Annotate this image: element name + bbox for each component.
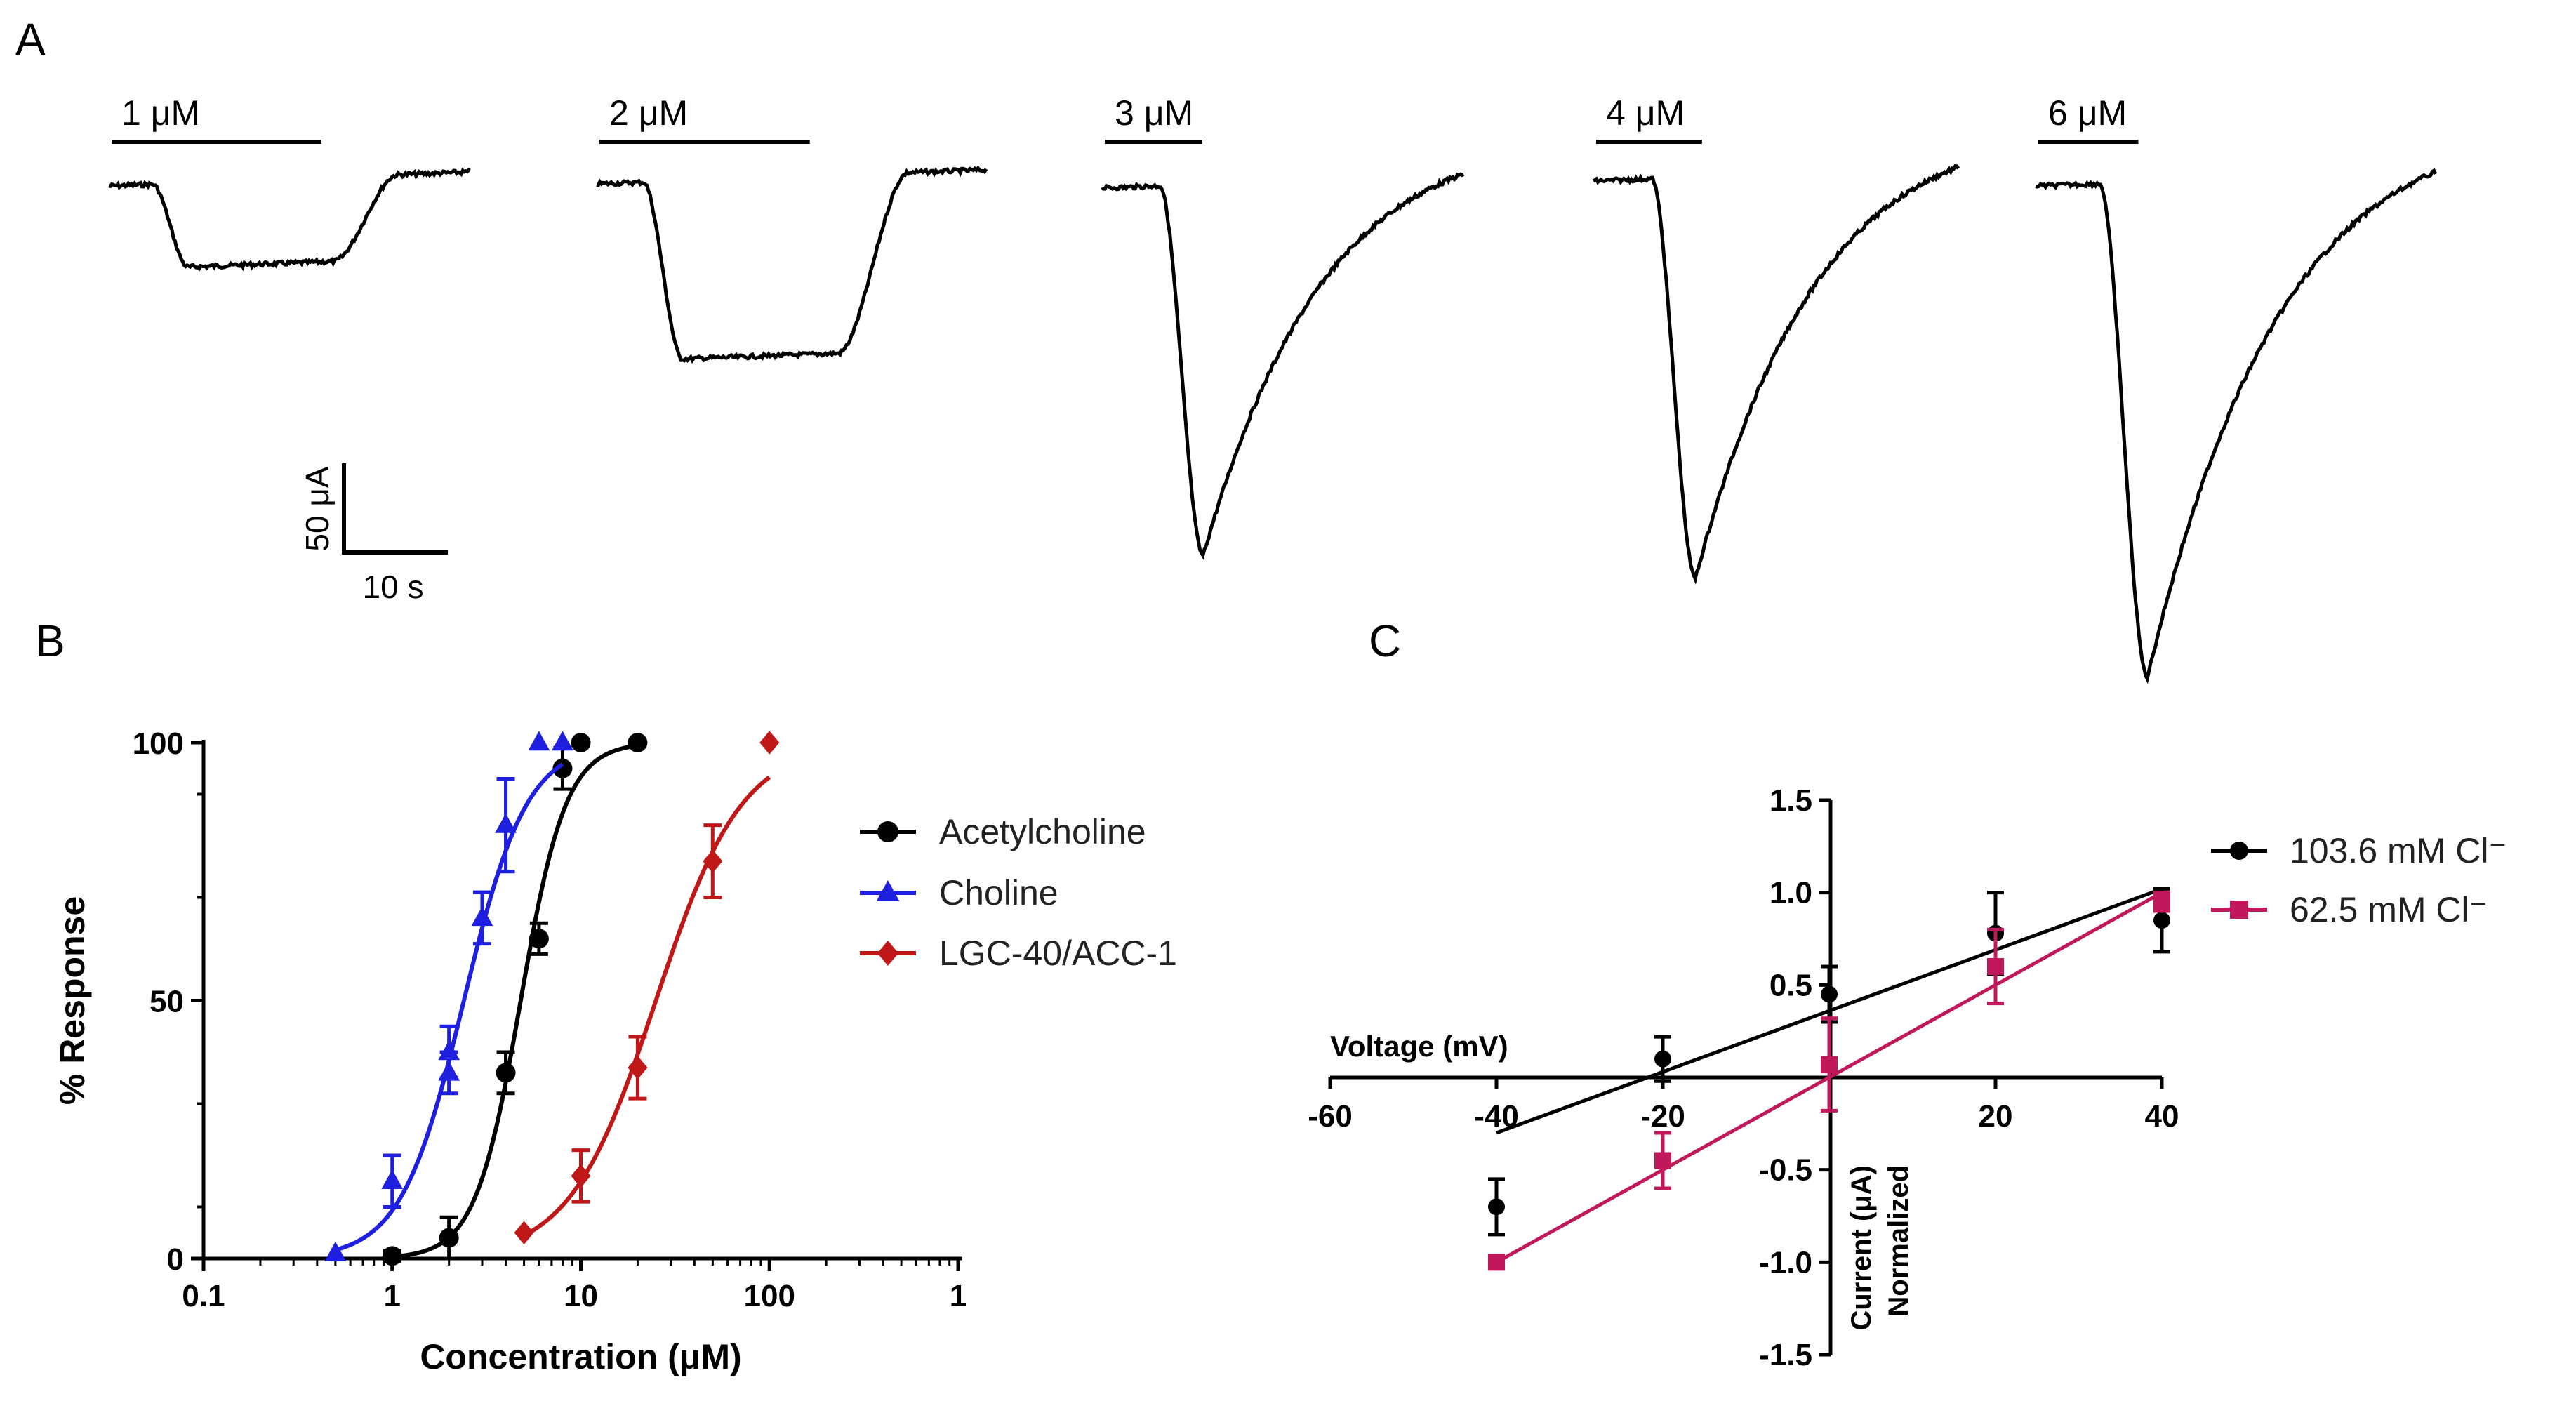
current-trace — [1101, 172, 1465, 560]
c-y-axis-label: Current (μA) — [1846, 1165, 1877, 1331]
legend-marker — [2230, 901, 2248, 919]
panel-label-c: C — [1369, 616, 1401, 666]
trace-concentration-label: 4 μM — [1606, 93, 1685, 133]
scale-bar-time-label: 10 s — [363, 569, 424, 605]
b-x-tick-label: 100 — [744, 1279, 795, 1313]
trace-concentration-label: 1 μM — [121, 93, 200, 133]
c-x-tick-label: 20 — [1979, 1099, 2013, 1134]
series-0 — [382, 733, 648, 1266]
data-point — [514, 1221, 534, 1245]
data-point — [628, 1056, 648, 1080]
fit-curve — [523, 775, 771, 1237]
data-point — [2153, 912, 2170, 929]
b-y-tick-label: 0 — [167, 1242, 184, 1277]
b-y-tick-label: 50 — [150, 985, 184, 1019]
data-point — [438, 1040, 460, 1061]
data-point — [438, 1061, 460, 1081]
c-x-tick-label: 40 — [2145, 1099, 2179, 1134]
c-x-axis-label: Voltage (mV) — [1330, 1030, 1508, 1063]
data-point — [1987, 958, 2004, 975]
data-point — [1821, 985, 1838, 1003]
c-y-tick-label: 1.0 — [1770, 876, 1812, 910]
legend-label: Choline — [939, 873, 1058, 912]
current-trace — [2035, 168, 2438, 684]
panel-a-traces: 1 μM 2 μM 3 μM 4 μM 6 μM — [108, 93, 2438, 684]
data-point — [382, 1246, 402, 1266]
data-point — [495, 813, 517, 833]
data-point — [496, 1063, 516, 1083]
data-point — [381, 1169, 404, 1189]
legend-marker — [877, 941, 898, 966]
data-point — [529, 929, 549, 949]
trace-concentration-label: 6 μM — [2048, 93, 2127, 133]
b-x-tick-label: 1 — [950, 1279, 967, 1313]
data-point — [759, 731, 780, 755]
panel-label-a: A — [15, 14, 46, 65]
legend-marker — [877, 821, 898, 842]
trace-concentration-label: 2 μM — [609, 93, 688, 133]
data-point — [471, 906, 493, 927]
data-point — [1654, 1050, 1671, 1068]
data-point — [703, 849, 723, 873]
data-point — [1654, 1152, 1671, 1169]
current-trace — [596, 165, 988, 364]
panel-c-iv-curve: -60 -40 -20 20 401.51.00.5-0.5-1.0-1.5Voltag… — [1308, 783, 2507, 1372]
data-point — [1821, 1056, 1838, 1073]
data-point — [528, 731, 550, 751]
c-y-axis-label-2: Normalized — [1883, 1165, 1914, 1317]
legend-marker — [876, 880, 900, 901]
data-point — [552, 758, 573, 778]
data-point — [552, 731, 573, 751]
data-point — [2153, 893, 2170, 910]
scale-bar: 50 μA 10 s — [299, 463, 448, 605]
data-point — [439, 1228, 459, 1248]
fit-curve — [392, 743, 638, 1259]
legend-label: 62.5 mM Cl⁻ — [2290, 890, 2488, 929]
series-1 — [324, 731, 573, 1261]
trace-concentration-label: 3 μM — [1115, 93, 1193, 133]
c-y-tick-label: 0.5 — [1770, 968, 1812, 1002]
panel-b-dose-response: 0 50 100 0.1 1 10 100 1 Concentration (μM) % Resp… — [53, 726, 1177, 1376]
b-y-tick-label: 100 — [133, 726, 184, 761]
c-x-tick-label: -20 — [1640, 1099, 1685, 1134]
data-point — [1488, 1254, 1505, 1271]
c-y-tick-label: -0.5 — [1759, 1153, 1812, 1188]
data-point — [1488, 1198, 1505, 1216]
iv-series-1 — [1488, 891, 2170, 1271]
data-point — [571, 733, 591, 752]
b-x-tick-label: 10 — [564, 1279, 598, 1313]
scale-bar-current-label: 50 μA — [299, 466, 336, 551]
legend-marker — [2230, 842, 2248, 860]
series-2 — [514, 731, 780, 1245]
data-point — [628, 733, 648, 752]
current-trace — [1592, 164, 1960, 585]
b-x-tick-label: 1 — [384, 1279, 401, 1313]
fit-curve — [334, 762, 564, 1252]
b-y-axis-label: % Response — [53, 896, 92, 1105]
legend-label: Acetylcholine — [939, 812, 1146, 851]
current-trace — [108, 167, 471, 272]
legend-label: LGC-40/ACC-1 — [939, 934, 1177, 973]
legend-label: 103.6 mM Cl⁻ — [2290, 831, 2507, 870]
c-x-tick-label: -60 — [1308, 1099, 1353, 1134]
c-y-tick-label: -1.0 — [1759, 1245, 1812, 1280]
data-point — [571, 1164, 591, 1188]
b-x-tick-label: 0.1 — [182, 1279, 225, 1313]
b-x-axis-label: Concentration (μM) — [420, 1337, 741, 1376]
data-point — [324, 1241, 347, 1261]
c-y-tick-label: 1.5 — [1770, 783, 1812, 818]
c-y-tick-label: -1.5 — [1759, 1338, 1812, 1372]
panel-label-b: B — [35, 616, 65, 666]
